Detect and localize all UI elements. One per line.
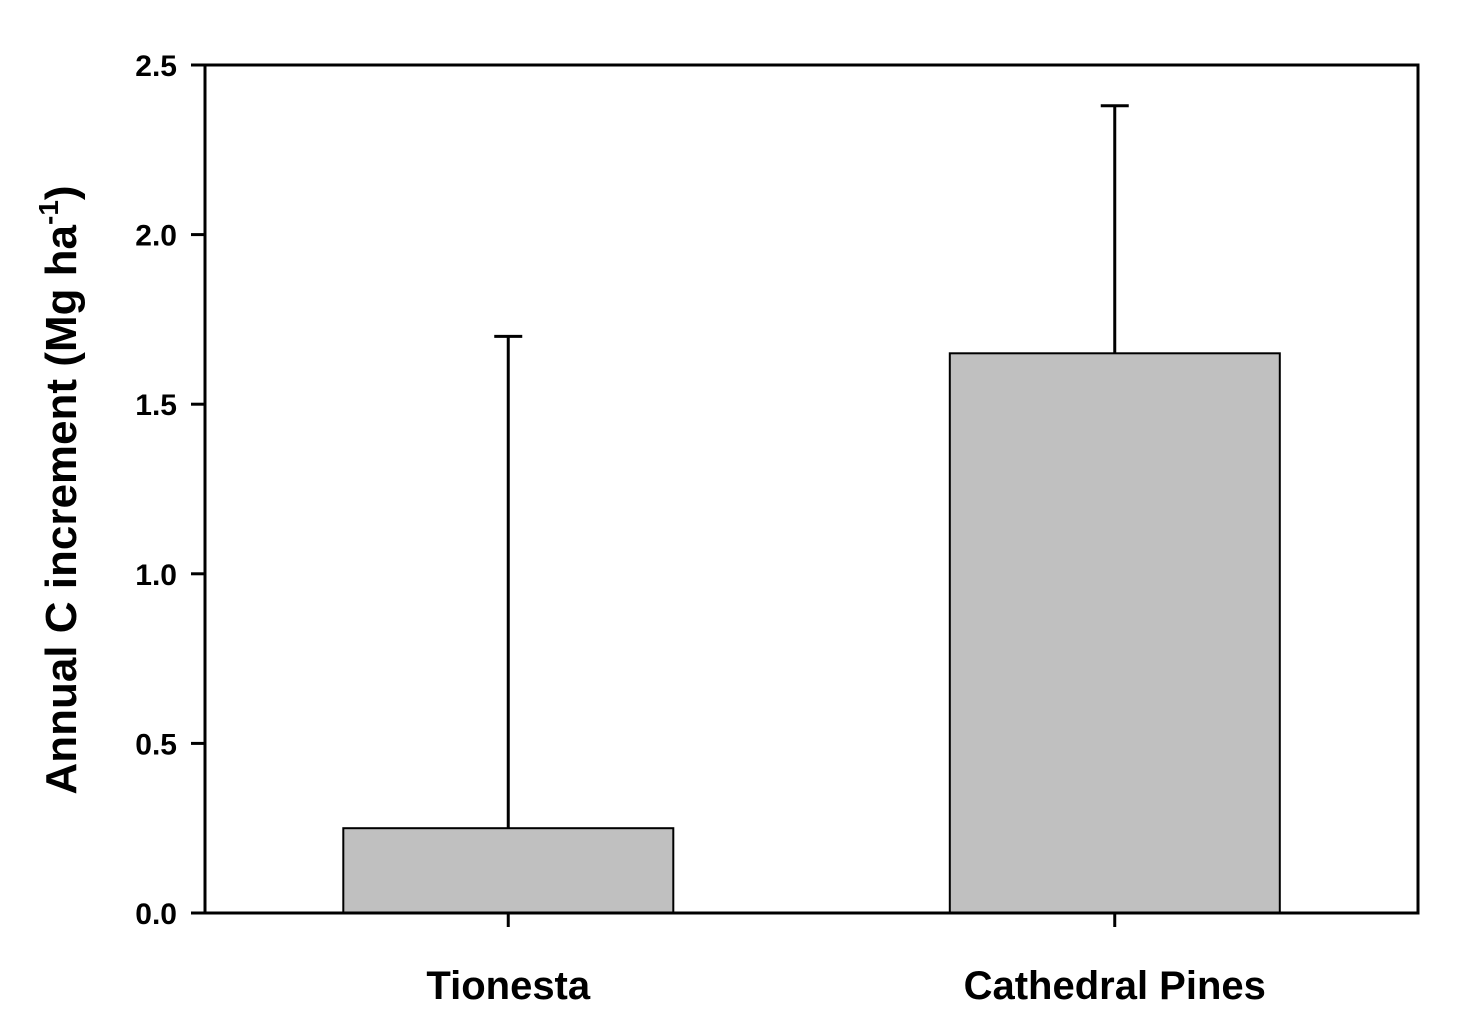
error-bars-layer <box>494 104 1129 829</box>
y-tick-label-5: 2.5 <box>135 50 177 83</box>
y-tick-label-4: 2.0 <box>135 220 177 253</box>
bars-layer <box>342 352 1281 915</box>
y-axis-title: Annual C increment (Mg ha-1) <box>33 185 86 794</box>
y-tick-label-1: 0.5 <box>135 728 177 761</box>
y-tick-label-0: 0.0 <box>135 898 177 931</box>
y-axis-title-main: Annual C increment (Mg ha <box>37 224 86 794</box>
plot-frame <box>203 63 1420 915</box>
y-tick-label-3: 1.5 <box>135 389 177 422</box>
x-tick-label-0: Tionesta <box>426 964 591 1008</box>
y-axis-title-superscript: -1 <box>33 200 64 225</box>
bar-0 <box>342 827 675 915</box>
bar-1 <box>948 352 1281 914</box>
y-axis-title-closing: ) <box>37 185 86 200</box>
y-tick-label-2: 1.0 <box>135 559 177 592</box>
x-tick-label-1: Cathedral Pines <box>964 964 1266 1008</box>
y-axis-ticks: 0.0 0.5 1.0 1.5 2.0 2.5 <box>135 50 205 931</box>
x-axis-ticks: Tionesta Cathedral Pines <box>426 913 1266 1008</box>
